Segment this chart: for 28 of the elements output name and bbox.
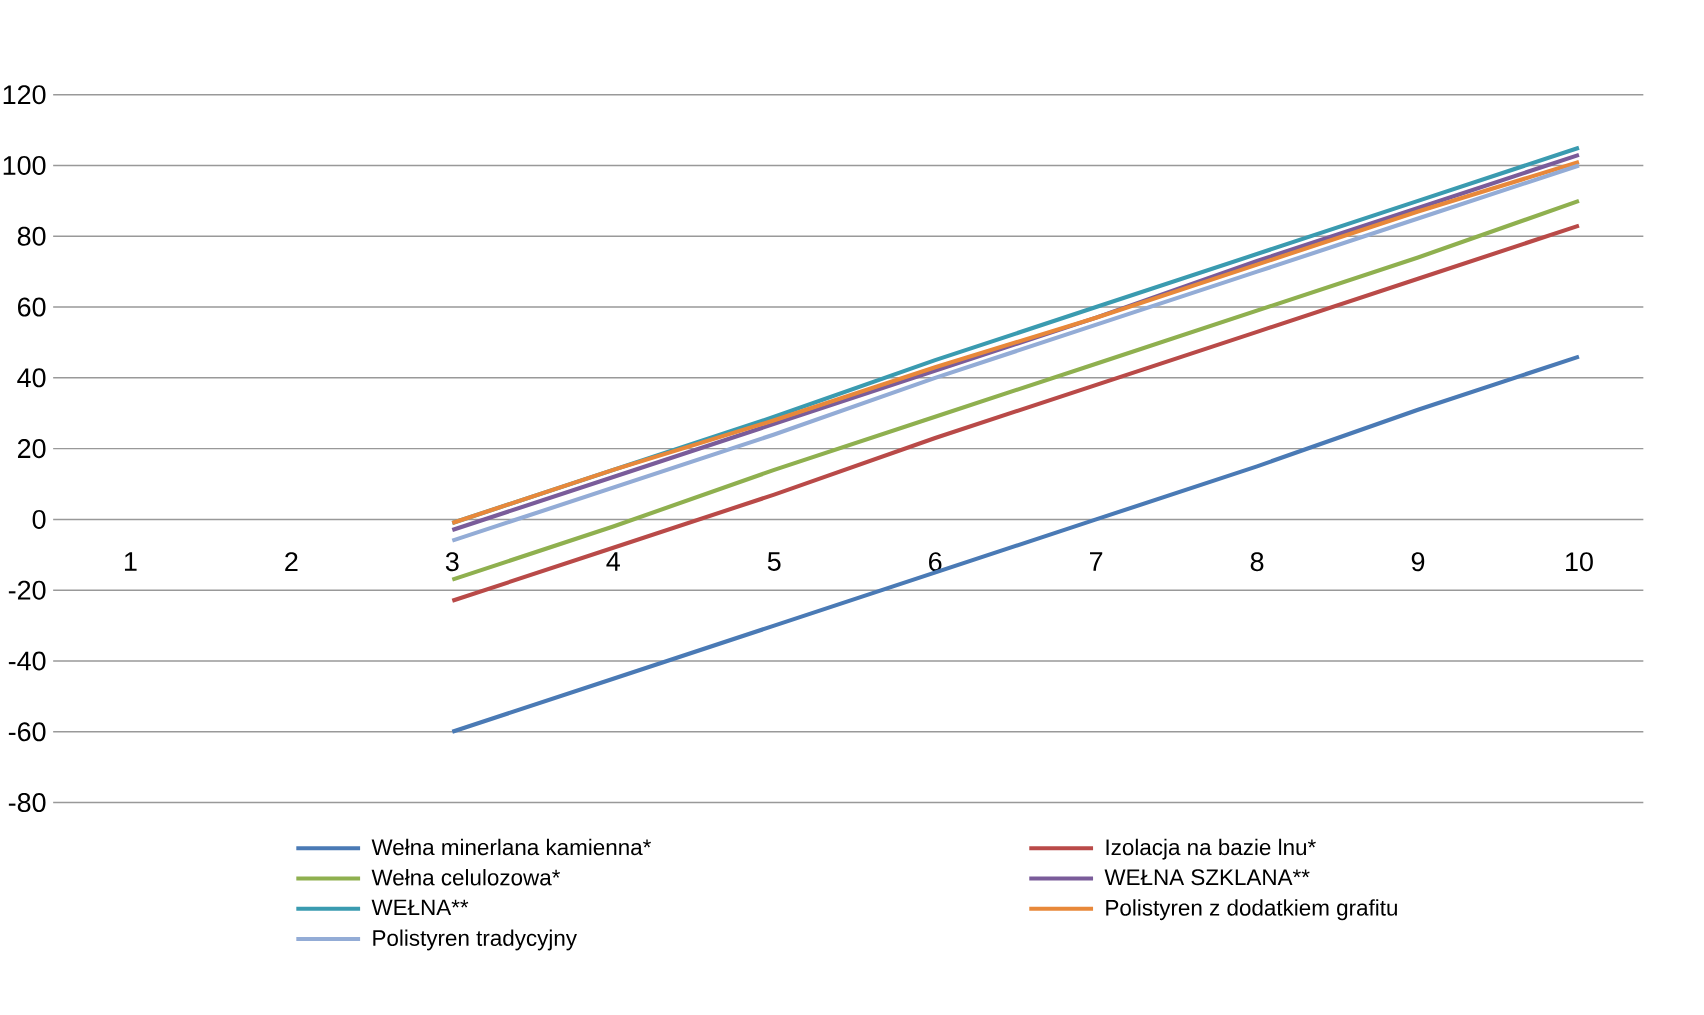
y-tick-label: -40 (8, 651, 46, 671)
y-tick-label: 120 (3, 85, 46, 105)
legend-label: WEŁNA SZKLANA** (1104, 869, 1310, 886)
x-tick-label: 5 (767, 552, 781, 571)
legend-label: Polistyren z dodatkiem grafitu (1106, 899, 1397, 921)
legend-label: Polistyren tradycyjny (373, 929, 577, 951)
y-tick-label: -60 (8, 722, 46, 742)
y-tick-label: 100 (3, 155, 46, 175)
y-tick-label: -80 (8, 792, 46, 813)
y-tick-label: 0 (32, 509, 46, 529)
x-tick-label: 4 (606, 552, 620, 571)
y-tick-label: -20 (8, 580, 46, 600)
x-tick-label: 8 (1250, 552, 1264, 572)
legend-label: WEŁNA** (371, 899, 469, 915)
x-tick-label: 10 (1566, 552, 1593, 572)
y-tick-label: 60 (18, 297, 46, 317)
y-tick-label: 20 (17, 439, 46, 459)
y-tick-label: 40 (17, 368, 46, 388)
x-tick-label: 2 (285, 552, 298, 571)
legend-label: Wełna minerlana kamienna* (371, 838, 652, 856)
x-tick-label: 3 (445, 552, 459, 572)
legend-label: Izolacja na bazie lnu* (1106, 838, 1316, 860)
legend-label: Wełna celulozowa* (371, 868, 561, 886)
x-tick-label: 9 (1411, 552, 1425, 572)
x-tick-label: 6 (929, 552, 942, 572)
x-tick-label: 7 (1090, 552, 1103, 571)
x-tick-label: 1 (124, 552, 137, 571)
y-tick-label: 80 (17, 226, 46, 246)
